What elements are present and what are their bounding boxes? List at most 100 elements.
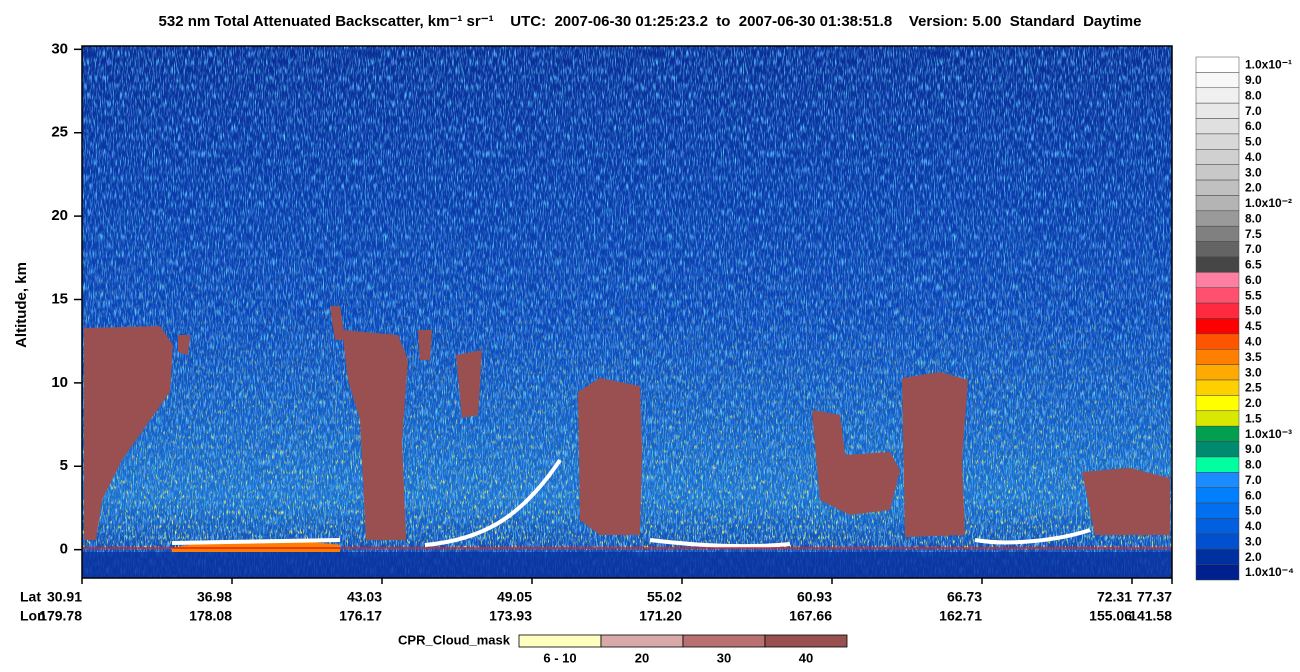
cloud-mask-swatch bbox=[682, 634, 766, 648]
colorbar-label: 7.5 bbox=[1245, 227, 1262, 241]
colorbar-swatch bbox=[1195, 118, 1240, 135]
colorbar-label: 3.5 bbox=[1245, 350, 1262, 364]
colorbar-label: 4.5 bbox=[1245, 319, 1262, 333]
colorbar-swatch bbox=[1195, 225, 1240, 242]
colorbar-label: 1.0x10⁻³ bbox=[1245, 427, 1292, 441]
subsurface bbox=[82, 552, 1172, 578]
colorbar-swatch bbox=[1195, 287, 1240, 304]
colorbar-label: 6.0 bbox=[1245, 273, 1262, 287]
colorbar-swatch bbox=[1195, 302, 1240, 319]
colorbar-label: 7.0 bbox=[1245, 473, 1262, 487]
colorbar-swatch bbox=[1195, 256, 1240, 273]
x-tick-label: 167.66 bbox=[789, 608, 832, 624]
colorbar-swatch bbox=[1195, 410, 1240, 427]
x-row-name: Lon bbox=[20, 608, 46, 624]
x-tick-label: 72.31 bbox=[1097, 589, 1132, 605]
cloud-mask-swatch bbox=[518, 634, 602, 648]
colorbar-label: 2.5 bbox=[1245, 381, 1262, 395]
colorbar-label: 5.0 bbox=[1245, 504, 1262, 518]
colorbar-label: 2.0 bbox=[1245, 181, 1262, 195]
x-tick-label: 179.78 bbox=[39, 608, 82, 624]
x-tick-label: 30.91 bbox=[47, 589, 82, 605]
colorbar-swatch bbox=[1195, 564, 1240, 581]
plot-frame bbox=[81, 45, 1173, 579]
colorbar-label: 4.0 bbox=[1245, 519, 1262, 533]
colorbar-swatch bbox=[1195, 272, 1240, 288]
x-tick-label: 43.03 bbox=[347, 589, 382, 605]
colorbar-swatch bbox=[1195, 349, 1240, 365]
colorbar-label: 8.0 bbox=[1245, 211, 1262, 225]
chart-title: 532 nm Total Attenuated Backscatter, km⁻… bbox=[159, 13, 1142, 30]
y-tick-label: 25 bbox=[51, 124, 68, 141]
colorbar-swatch bbox=[1195, 87, 1240, 104]
y-tick-label: 0 bbox=[60, 541, 68, 558]
y-tick-label: 20 bbox=[51, 207, 68, 224]
colorbar-label: 1.0x10⁻¹ bbox=[1245, 58, 1292, 72]
colorbar-swatch bbox=[1195, 56, 1240, 73]
colorbar-swatch bbox=[1195, 149, 1240, 165]
colorbar-label: 1.5 bbox=[1245, 411, 1262, 425]
colorbar-label: 4.0 bbox=[1245, 150, 1262, 164]
x-tick-label: 141.58 bbox=[1129, 608, 1172, 624]
x-tick-label: 36.98 bbox=[197, 589, 232, 605]
colorbar-label: 6.0 bbox=[1245, 119, 1262, 133]
colorbar-swatch bbox=[1195, 179, 1240, 196]
y-tick-label: 10 bbox=[51, 374, 68, 391]
colorbar-swatch bbox=[1195, 395, 1240, 412]
colorbar-label: 6.0 bbox=[1245, 488, 1262, 502]
cloud-mask-label: 6 - 10 bbox=[543, 650, 576, 665]
colorbar-swatch bbox=[1195, 487, 1240, 504]
x-tick-label: 176.17 bbox=[339, 608, 382, 624]
cloud-mask-label: 30 bbox=[717, 650, 731, 665]
x-tick-label: 171.20 bbox=[639, 608, 682, 624]
colorbar-swatch bbox=[1195, 72, 1240, 89]
colorbar-swatch bbox=[1195, 425, 1240, 442]
x-row-name: Lat bbox=[20, 589, 41, 605]
colorbar-swatch bbox=[1195, 318, 1240, 335]
colorbar-swatch bbox=[1195, 210, 1240, 227]
colorbar-label: 3.0 bbox=[1245, 365, 1262, 379]
cloud-mask-swatch bbox=[764, 634, 848, 648]
colorbar-swatch bbox=[1195, 133, 1240, 150]
colorbar-swatch bbox=[1195, 502, 1240, 519]
colorbar-swatch bbox=[1195, 364, 1240, 381]
y-tick-label: 15 bbox=[51, 290, 68, 307]
colorbar-swatch bbox=[1195, 195, 1240, 212]
y-axis-label: Altitude, km bbox=[13, 262, 30, 348]
x-tick-label: 162.71 bbox=[939, 608, 982, 624]
colorbar-label: 4.0 bbox=[1245, 335, 1262, 349]
y-tick-label: 5 bbox=[60, 457, 68, 474]
plot-area bbox=[81, 45, 1173, 579]
colorbar-label: 7.0 bbox=[1245, 104, 1262, 118]
x-tick-label: 60.93 bbox=[797, 589, 832, 605]
colorbar-label: 9.0 bbox=[1245, 73, 1262, 87]
colorbar-label: 7.0 bbox=[1245, 242, 1262, 256]
colorbar-label: 3.0 bbox=[1245, 534, 1262, 548]
x-tick-label: 77.37 bbox=[1137, 589, 1172, 605]
colorbar-swatch bbox=[1195, 241, 1240, 258]
colorbar-label: 5.0 bbox=[1245, 304, 1262, 318]
x-tick-label: 178.08 bbox=[189, 608, 232, 624]
colorbar-label: 8.0 bbox=[1245, 88, 1262, 102]
generated: 0 5 10 15 20 25 30 Lat 30.91 36.98 43.03 49.05 55.02… bbox=[20, 40, 1294, 665]
colorbar-swatch bbox=[1195, 333, 1240, 350]
x-tick-label: 173.93 bbox=[489, 608, 532, 624]
colorbar-label: 2.0 bbox=[1245, 550, 1262, 564]
colorbar-swatch bbox=[1195, 472, 1240, 488]
x-tick-label: 155.06 bbox=[1089, 608, 1132, 624]
surface-return bbox=[171, 458, 1091, 549]
cloud-mask-label: 20 bbox=[635, 650, 649, 665]
colorbar-label: 5.5 bbox=[1245, 288, 1262, 302]
colorbar-label: 1.0x10⁻⁴ bbox=[1245, 565, 1294, 579]
cloud-mask-title: CPR_Cloud_mask bbox=[398, 632, 511, 647]
colorbar-label: 8.0 bbox=[1245, 458, 1262, 472]
x-tick-label: 49.05 bbox=[497, 589, 532, 605]
colorbar-swatch bbox=[1195, 102, 1240, 119]
colorbar-label: 6.5 bbox=[1245, 258, 1262, 272]
colorbar-label: 5.0 bbox=[1245, 135, 1262, 149]
colorbar-swatch bbox=[1195, 518, 1240, 535]
colorbar-swatch bbox=[1195, 533, 1240, 550]
y-tick-label: 30 bbox=[51, 40, 68, 57]
